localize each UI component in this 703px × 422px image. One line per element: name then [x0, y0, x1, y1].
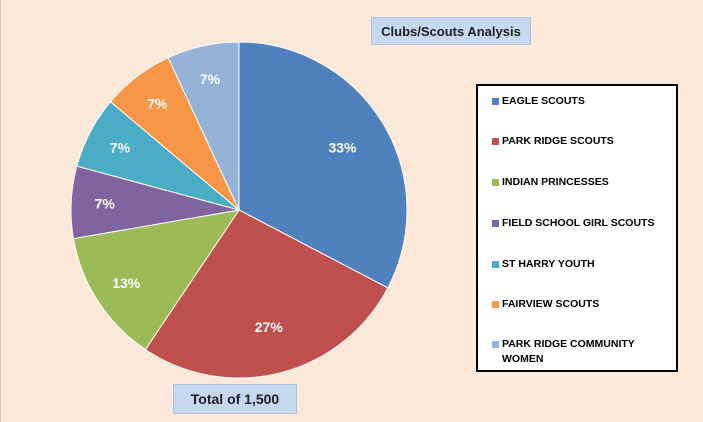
data-label: 7%	[95, 196, 116, 212]
data-label: 33%	[328, 139, 357, 155]
data-label: 7%	[200, 71, 221, 87]
legend-swatch	[492, 179, 499, 186]
legend-label: FAIRVIEW SCOUTS	[502, 298, 600, 310]
legend: EAGLE SCOUTS PARK RIDGE SCOUTS INDIAN PR…	[476, 84, 678, 372]
legend-label: PARK RIDGE COMMUNITY WOMEN	[502, 338, 635, 365]
legend-swatch	[492, 220, 499, 227]
legend-swatch	[492, 261, 499, 268]
legend-swatch	[492, 301, 499, 308]
chart-title: Clubs/Scouts Analysis	[371, 17, 531, 45]
pie-slice-park-ridge-community-women	[167, 41, 240, 211]
legend-label: ST HARRY YOUTH	[502, 258, 595, 270]
legend-item-fairview-scouts: FAIRVIEW SCOUTS	[492, 297, 672, 312]
legend-item-park-ridge-community-women: PARK RIDGE COMMUNITY WOMEN	[492, 337, 672, 367]
total-annotation: Total of 1,500	[173, 384, 297, 414]
legend-item-eagle-scouts: EAGLE SCOUTS	[492, 94, 672, 109]
legend-swatch	[492, 138, 499, 145]
pie-slice-park-ridge-scouts	[144, 209, 389, 379]
data-label: 27%	[255, 319, 284, 335]
legend-item-st-harry-youth: ST HARRY YOUTH	[492, 257, 672, 272]
legend-swatch	[492, 341, 499, 348]
legend-item-field-school-girl-scouts: FIELD SCHOOL GIRL SCOUTS	[492, 216, 672, 231]
legend-label: PARK RIDGE SCOUTS	[502, 135, 614, 147]
legend-swatch	[492, 98, 499, 105]
legend-item-park-ridge-scouts: PARK RIDGE SCOUTS	[492, 134, 672, 149]
legend-item-indian-princesses: INDIAN PRINCESSES	[492, 175, 672, 190]
legend-label: INDIAN PRINCESSES	[502, 176, 609, 188]
legend-label: EAGLE SCOUTS	[502, 95, 585, 107]
total-annotation-text: Total of 1,500	[190, 391, 280, 407]
data-label: 13%	[112, 275, 141, 291]
data-label: 7%	[147, 95, 168, 111]
pie-slice-indian-princesses	[72, 209, 241, 351]
chart-title-text: Clubs/Scouts Analysis	[381, 23, 521, 39]
legend-label: FIELD SCHOOL GIRL SCOUTS	[502, 217, 655, 229]
pie-slice-eagle-scouts	[238, 41, 408, 289]
data-label: 7%	[110, 140, 131, 156]
